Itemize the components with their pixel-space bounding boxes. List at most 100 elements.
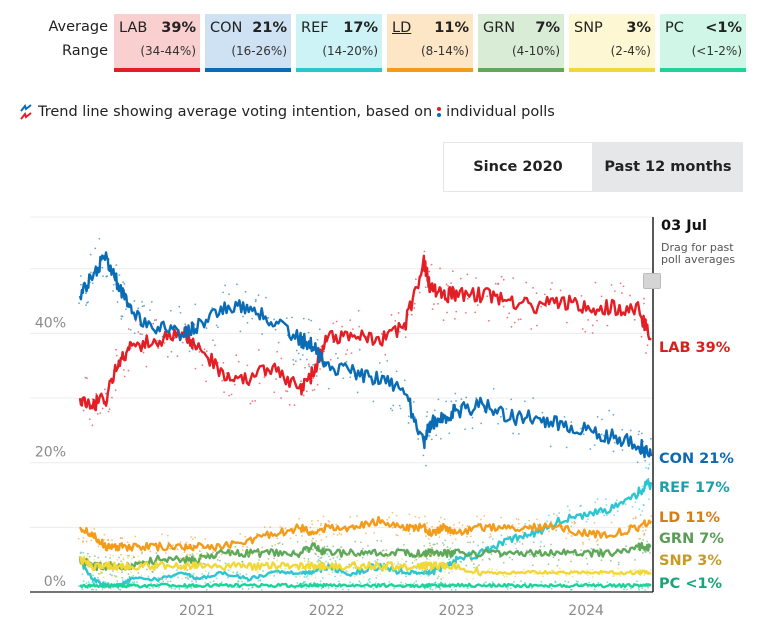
poll-dot-con bbox=[102, 275, 104, 278]
caption-text-2: individual polls bbox=[446, 104, 555, 120]
poll-dot-ref bbox=[352, 566, 355, 569]
poll-dot-snp bbox=[428, 552, 431, 555]
poll-dot-snp bbox=[386, 557, 389, 560]
poll-dot-ld bbox=[179, 541, 182, 544]
poll-dot-lab bbox=[157, 347, 160, 350]
poll-dot-snp bbox=[122, 557, 125, 560]
trend-line-pc bbox=[79, 582, 652, 589]
poll-dot-grn bbox=[109, 557, 111, 559]
poll-dot-grn bbox=[278, 541, 281, 544]
poll-dot-snp bbox=[116, 571, 119, 574]
poll-dot-lab bbox=[312, 377, 315, 380]
poll-dot-grn bbox=[596, 543, 599, 546]
poll-dot-pc bbox=[363, 586, 366, 589]
poll-dot-con bbox=[327, 387, 330, 390]
poll-dot-pc bbox=[82, 580, 85, 583]
poll-dot-pc bbox=[341, 588, 344, 591]
poll-dot-snp bbox=[558, 567, 561, 570]
poll-dot-con bbox=[116, 301, 119, 303]
poll-dot-ref bbox=[375, 577, 378, 579]
poll-dot-lab bbox=[108, 408, 111, 411]
poll-dot-ref bbox=[303, 575, 306, 578]
poll-dot-grn bbox=[198, 550, 201, 553]
party-abbr[interactable]: LD bbox=[392, 20, 412, 36]
y-tick-label: 0% bbox=[44, 574, 66, 590]
poll-dot-lab bbox=[273, 391, 276, 394]
poll-dot-snp bbox=[114, 576, 117, 578]
poll-dot-grn bbox=[191, 553, 194, 556]
poll-dot-grn bbox=[646, 540, 649, 543]
since-2020-button[interactable]: Since 2020 bbox=[443, 142, 593, 192]
poll-dot-con bbox=[499, 415, 502, 418]
poll-dot-ld bbox=[120, 553, 122, 556]
poll-dot-ref bbox=[368, 577, 371, 580]
poll-dot-lab bbox=[442, 319, 445, 322]
poll-dot-ld bbox=[506, 535, 509, 538]
poll-dot-ld bbox=[443, 518, 446, 521]
poll-dot-snp bbox=[339, 574, 342, 577]
poll-dot-lab bbox=[640, 335, 643, 338]
poll-dot-ld bbox=[567, 532, 569, 535]
poll-dot-ref bbox=[329, 558, 332, 561]
poll-dot-snp bbox=[132, 555, 135, 558]
poll-dot-lab bbox=[115, 348, 117, 351]
poll-dot-ref bbox=[262, 570, 264, 573]
poll-dot-snp bbox=[502, 574, 505, 577]
poll-dot-lab bbox=[127, 328, 130, 330]
poll-dot-grn bbox=[532, 541, 535, 544]
poll-dot-grn bbox=[452, 558, 455, 561]
date-scrubber-handle[interactable] bbox=[643, 273, 661, 289]
poll-dot-snp bbox=[428, 558, 431, 561]
poll-dot-pc bbox=[305, 587, 308, 590]
poll-dot-lab bbox=[431, 308, 434, 311]
party-box-pc: PC <1% (<1-2%) bbox=[660, 14, 746, 72]
poll-dot-ref bbox=[634, 501, 637, 504]
poll-dot-pc bbox=[98, 580, 101, 583]
past-12-months-button[interactable]: Past 12 months bbox=[593, 142, 743, 192]
poll-dots-icon bbox=[437, 106, 442, 118]
poll-dot-snp bbox=[303, 560, 306, 563]
poll-dot-grn bbox=[528, 553, 531, 556]
poll-dot-lab bbox=[96, 413, 99, 415]
poll-dot-snp bbox=[634, 568, 637, 571]
poll-dot-grn bbox=[121, 571, 123, 574]
poll-dot-lab bbox=[230, 393, 233, 396]
poll-dot-ld bbox=[574, 521, 577, 524]
poll-dot-ld bbox=[121, 537, 124, 540]
row-labels: Average Range bbox=[0, 14, 114, 70]
poll-dot-ref bbox=[201, 573, 204, 575]
poll-dot-snp bbox=[469, 555, 472, 558]
poll-dot-ref bbox=[92, 574, 94, 577]
poll-dot-snp bbox=[591, 568, 594, 571]
poll-dot-ld bbox=[490, 535, 492, 538]
poll-dot-snp bbox=[317, 561, 320, 564]
poll-dot-ld bbox=[454, 538, 457, 541]
party-box-snp: SNP 3% (2-4%) bbox=[569, 14, 655, 72]
poll-dot-ref bbox=[599, 511, 602, 514]
poll-dot-ref bbox=[570, 525, 573, 528]
poll-dot-lab bbox=[335, 320, 338, 323]
poll-dot-lab bbox=[551, 281, 553, 284]
poll-dot-grn bbox=[539, 545, 542, 548]
poll-dot-pc bbox=[483, 582, 485, 585]
poll-dot-con bbox=[475, 397, 478, 400]
poll-dot-con bbox=[307, 331, 310, 334]
poll-dot-snp bbox=[327, 573, 330, 576]
poll-dot-ld bbox=[588, 538, 591, 541]
poll-dot-ref bbox=[132, 574, 135, 577]
poll-dot-pc bbox=[237, 580, 240, 583]
poll-dot-ld bbox=[328, 520, 331, 523]
poll-dot-ld bbox=[483, 515, 486, 517]
poll-dot-pc bbox=[327, 586, 330, 589]
poll-dot-pc bbox=[133, 581, 136, 583]
poll-dot-grn bbox=[338, 558, 341, 561]
poll-dot-lab bbox=[141, 333, 143, 336]
party-color-bar bbox=[296, 68, 382, 72]
poll-dot-ref bbox=[158, 581, 160, 584]
poll-dot-grn bbox=[112, 570, 114, 572]
poll-dot-grn bbox=[415, 558, 418, 561]
poll-dot-ld bbox=[298, 517, 300, 520]
poll-dot-lab bbox=[137, 331, 140, 333]
poll-dot-con bbox=[395, 370, 398, 373]
poll-dot-snp bbox=[160, 577, 163, 580]
